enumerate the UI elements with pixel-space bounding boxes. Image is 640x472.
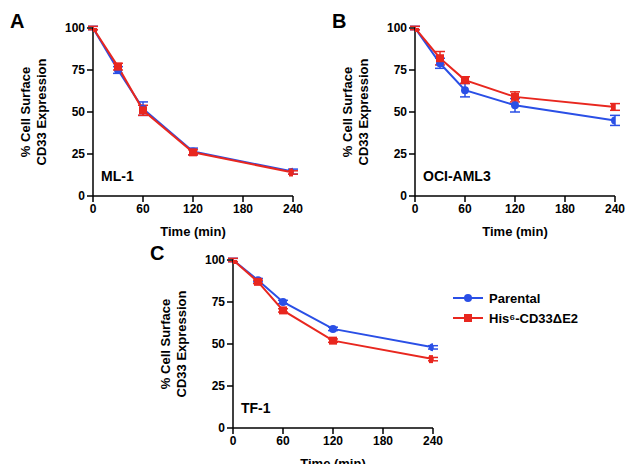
svg-text:25: 25 (394, 147, 408, 161)
svg-text:120: 120 (323, 434, 343, 448)
svg-text:% Cell SurfaceCD33 Expression: % Cell SurfaceCD33 Expression (340, 58, 371, 165)
svg-text:50: 50 (72, 105, 86, 119)
svg-text:75: 75 (394, 63, 408, 77)
html-text:ML-1: ML-1 (101, 168, 134, 184)
svg-text:60: 60 (458, 202, 472, 216)
svg-text:Time (min): Time (min) (482, 224, 548, 239)
svg-text:25: 25 (212, 379, 226, 393)
svg-text:% Cell SurfaceCD33 Expression: % Cell SurfaceCD33 Expression (18, 58, 49, 165)
svg-text:240: 240 (283, 202, 303, 216)
svg-text:50: 50 (212, 337, 226, 351)
svg-text:0: 0 (218, 421, 225, 435)
html-text:Parental: Parental (489, 290, 541, 306)
svg-text:100: 100 (387, 21, 407, 35)
svg-text:0: 0 (90, 202, 97, 216)
html-text:B: B (332, 10, 347, 32)
svg-text:0: 0 (78, 189, 85, 203)
svg-text:240: 240 (423, 434, 443, 448)
svg-text:Time (min): Time (min) (160, 224, 226, 239)
svg-text:50: 50 (394, 105, 408, 119)
svg-text:180: 180 (233, 202, 253, 216)
svg-text:75: 75 (212, 295, 226, 309)
svg-text:60: 60 (136, 202, 150, 216)
svg-text:240: 240 (605, 202, 625, 216)
svg-text:% Cell SurfaceCD33 Expression: % Cell SurfaceCD33 Expression (158, 290, 189, 397)
svg-text:0: 0 (400, 189, 407, 203)
svg-text:0: 0 (230, 434, 237, 448)
svg-text:180: 180 (373, 434, 393, 448)
svg-text:180: 180 (555, 202, 575, 216)
svg-text:120: 120 (505, 202, 525, 216)
svg-text:Time (min): Time (min) (300, 456, 366, 464)
svg-text:120: 120 (183, 202, 203, 216)
html-text:His⁶-CD33ΔE2: His⁶-CD33ΔE2 (489, 310, 578, 326)
html-text:A: A (10, 10, 25, 32)
svg-text:25: 25 (72, 147, 86, 161)
html-text:OCI-AML3: OCI-AML3 (423, 168, 491, 184)
svg-text:100: 100 (65, 21, 85, 35)
svg-text:60: 60 (276, 434, 290, 448)
svg-text:0: 0 (412, 202, 419, 216)
html-text:C: C (150, 242, 165, 264)
html-text:TF-1: TF-1 (241, 400, 271, 416)
svg-text:100: 100 (205, 253, 225, 267)
svg-text:75: 75 (72, 63, 86, 77)
